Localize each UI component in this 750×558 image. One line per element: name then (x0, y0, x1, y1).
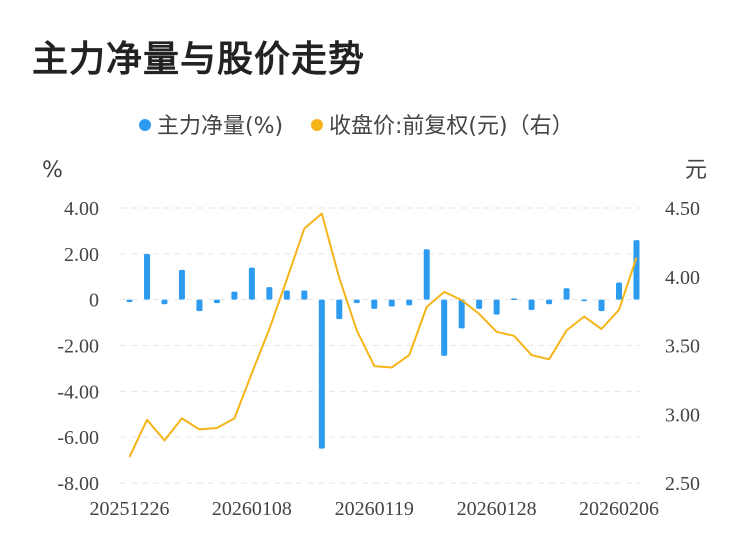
close-price-line (128, 212, 638, 458)
net-volume-bar (441, 299, 448, 356)
legend-label-net-volume: 主力净量(%) (157, 114, 283, 139)
x-axis-ticks: 20251226 20260108 20260119 20260128 20260206 (90, 498, 660, 520)
net-volume-bar (406, 299, 413, 306)
net-volume-bar (581, 299, 588, 302)
right-axis-ticks: 4.50 4.00 3.50 3.00 2.50 (665, 198, 700, 495)
legend-label-close-price: 收盘价:前复权(元)（右） (329, 114, 574, 139)
net-volume-bar (196, 299, 203, 312)
legend-marker-close-price (311, 119, 323, 131)
right-tick-label: 3.50 (665, 336, 700, 358)
net-volume-bar (161, 299, 168, 305)
net-volume-bar (563, 288, 570, 300)
net-volume-bar (598, 299, 605, 312)
net-volume-bar (126, 299, 133, 302)
net-volume-bar (336, 299, 343, 320)
net-volume-bar (493, 299, 500, 315)
x-tick-label: 20260128 (457, 498, 537, 520)
right-tick-label: 4.50 (665, 198, 700, 220)
left-tick-label: 0 (89, 290, 99, 312)
net-volume-bar (318, 299, 325, 449)
gridlines (120, 207, 640, 484)
net-volume-bar (213, 299, 220, 304)
right-axis-unit: 元 (685, 158, 707, 183)
net-volume-bar (633, 240, 640, 300)
x-tick-label: 20260108 (212, 498, 292, 520)
net-volume-bar (266, 287, 273, 300)
left-tick-label: -2.00 (57, 336, 99, 358)
net-volume-bar (248, 267, 255, 300)
left-tick-label: -4.00 (57, 381, 99, 403)
left-tick-label: 2.00 (64, 244, 99, 266)
left-tick-label: -6.00 (57, 427, 99, 449)
net-volume-bar (353, 299, 360, 304)
x-tick-label: 20251226 (90, 498, 170, 520)
net-volume-bar (283, 290, 290, 300)
net-volume-bar (231, 291, 238, 300)
net-volume-bars (126, 240, 640, 449)
left-axis-ticks: 4.00 2.00 0 -2.00 -4.00 -6.00 -8.00 (57, 198, 99, 495)
net-volume-bar (423, 249, 430, 300)
net-volume-bar (301, 290, 308, 300)
right-tick-label: 2.50 (665, 473, 700, 495)
legend-marker-net-volume (139, 119, 151, 131)
x-tick-label: 20260119 (335, 498, 414, 520)
x-tick-label: 20260206 (579, 498, 659, 520)
net-volume-bar (178, 269, 185, 300)
net-volume-bar (616, 282, 623, 300)
net-volume-bar (476, 299, 483, 309)
legend: 主力净量(%) 收盘价:前复权(元)（右） (139, 114, 574, 139)
left-axis-unit: % (42, 158, 63, 183)
net-volume-bar (546, 299, 553, 305)
left-tick-label: 4.00 (64, 198, 99, 220)
left-tick-label: -8.00 (57, 473, 99, 495)
net-volume-bar (511, 298, 518, 301)
net-volume-bar (371, 299, 378, 309)
net-volume-bar (143, 253, 150, 300)
net-volume-bar (458, 299, 465, 329)
right-tick-label: 3.00 (665, 404, 700, 426)
net-volume-bar (388, 299, 395, 307)
net-volume-bar (528, 299, 535, 310)
chart-title: 主力净量与股价走势 (32, 39, 366, 80)
close-price-line-group (128, 212, 638, 458)
right-tick-label: 4.00 (665, 267, 700, 289)
